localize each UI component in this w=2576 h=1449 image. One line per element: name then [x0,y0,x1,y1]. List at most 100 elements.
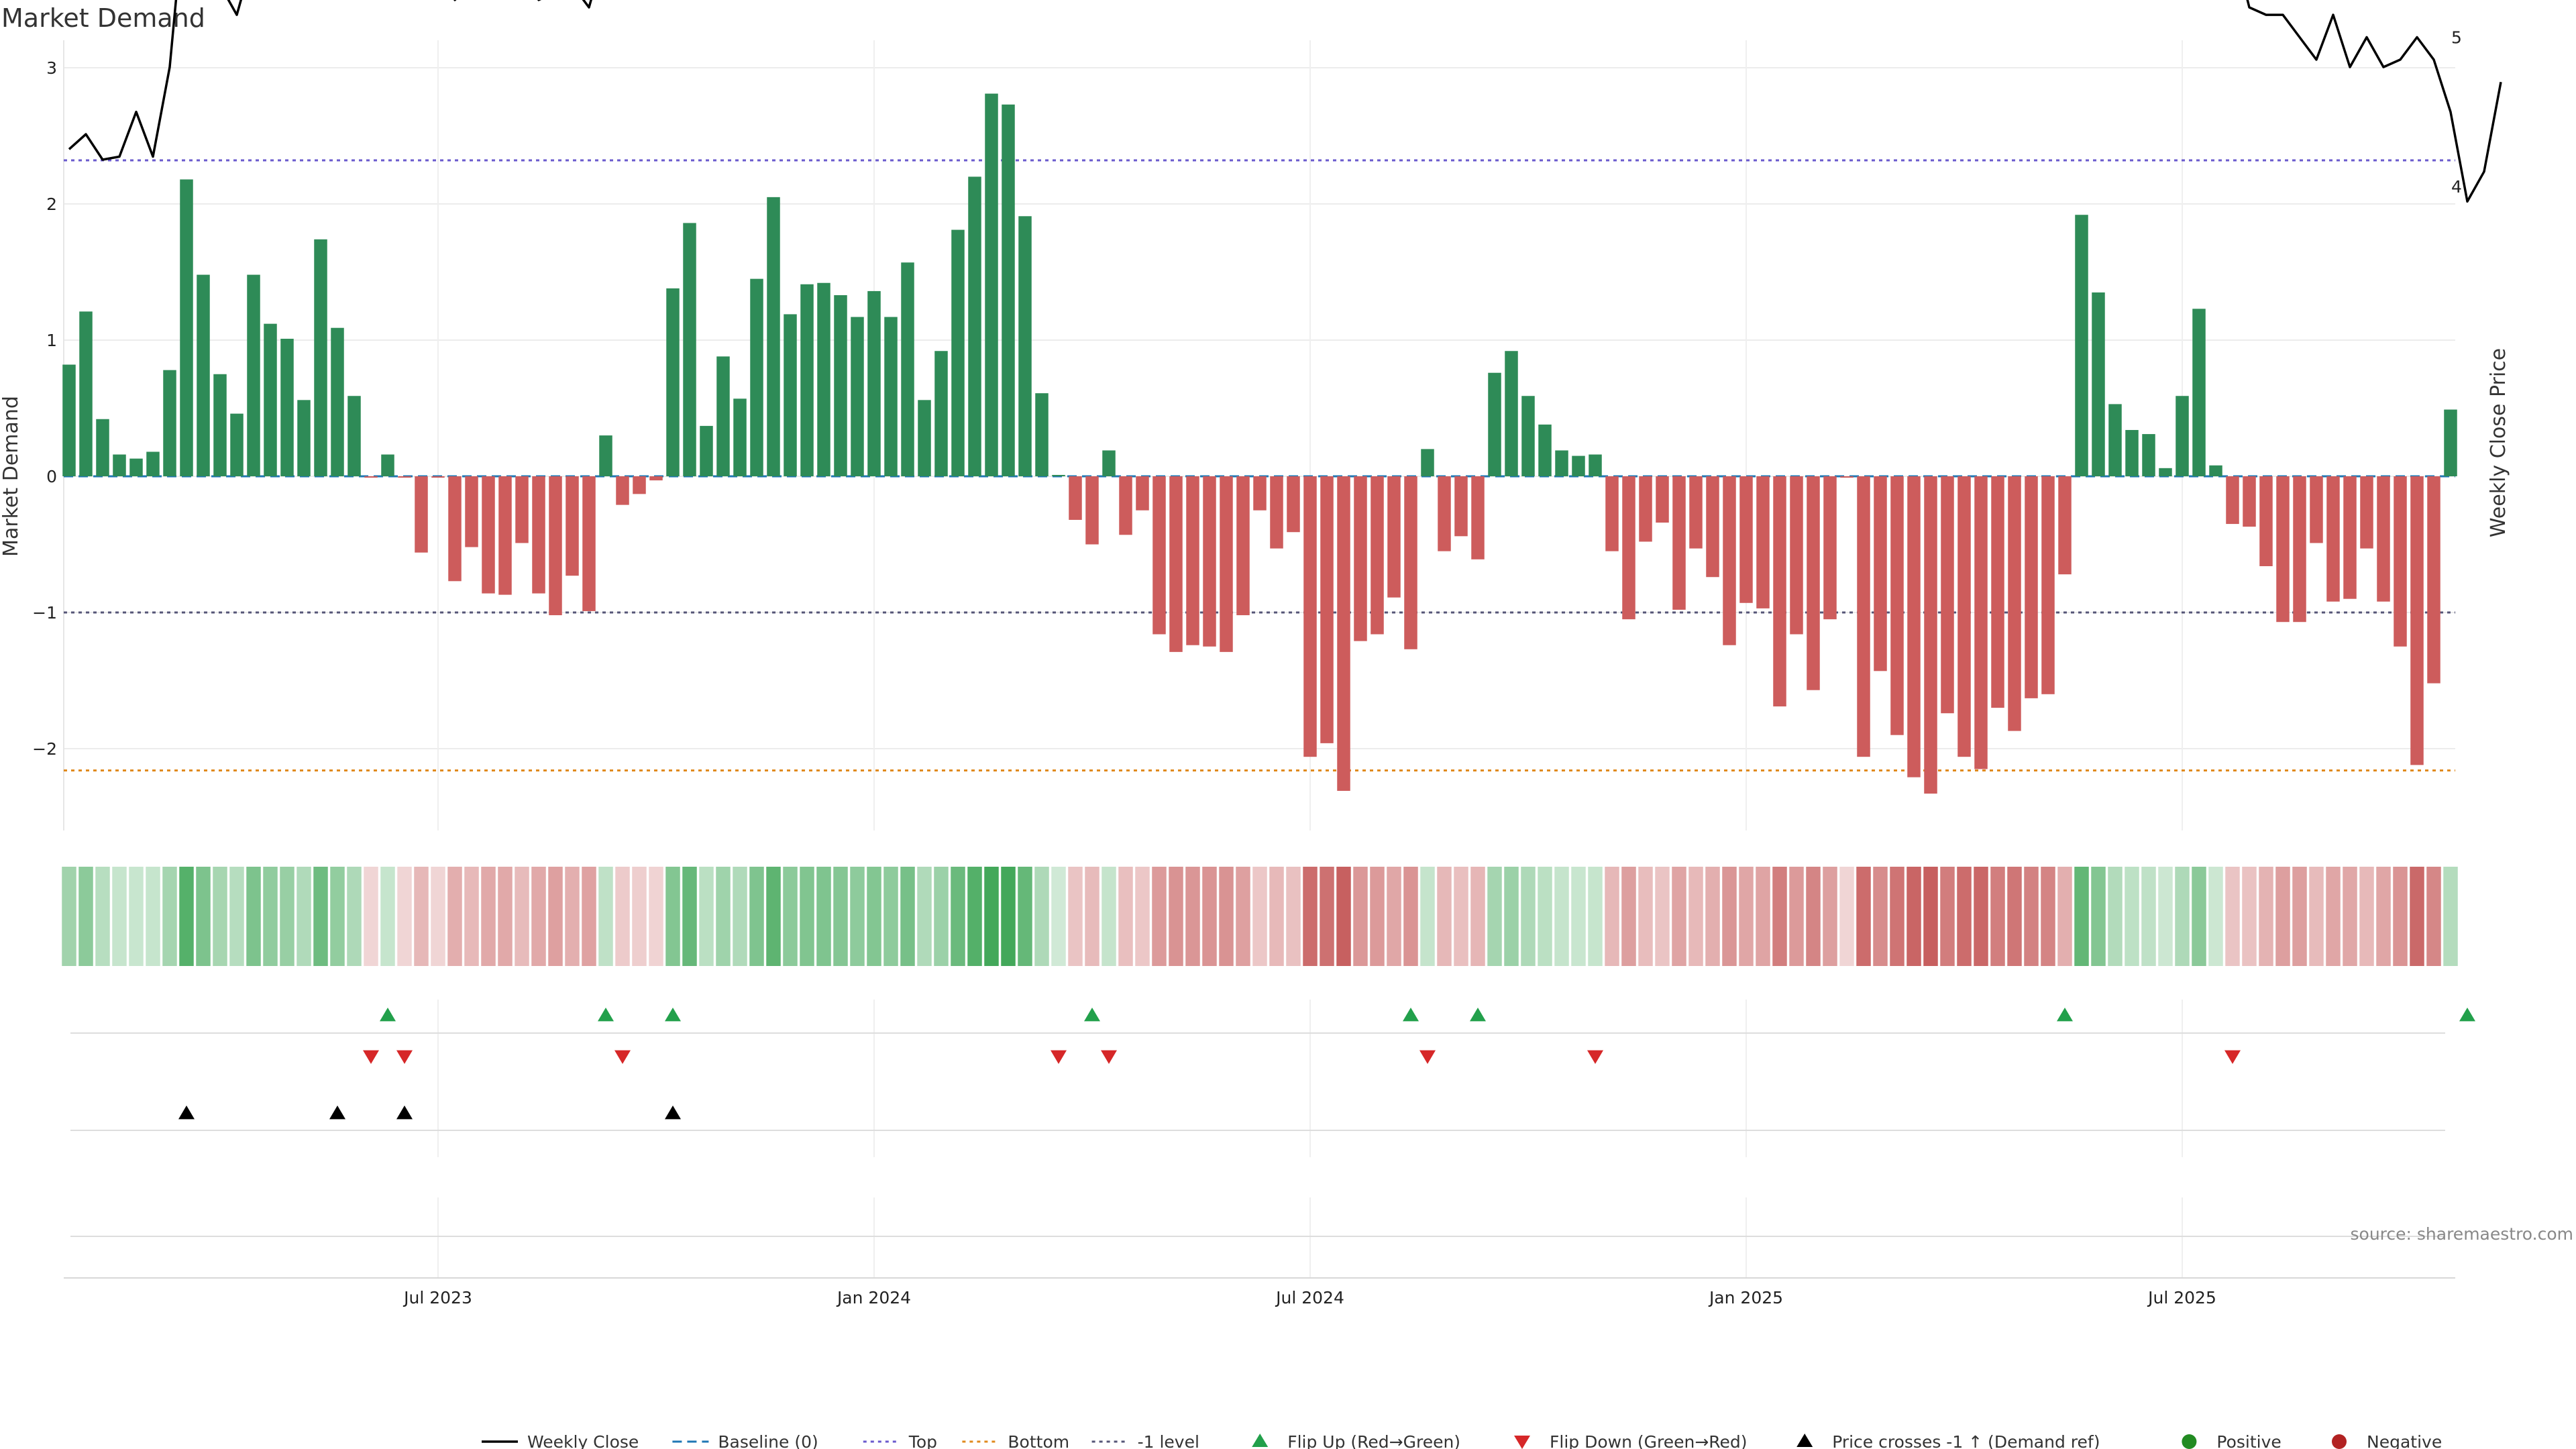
heat-cell [1739,867,1754,966]
demand-bar [146,451,160,476]
flip-up-marker [2459,1008,2475,1022]
demand-bar [1387,476,1401,598]
heat-cell [665,867,680,966]
demand-bar [180,179,193,476]
legend-item: -1 level [1091,1432,1199,1449]
flip-down-marker [2224,1050,2241,1064]
heat-cell [967,867,982,966]
flip-up-marker [598,1008,614,1022]
demand-bar [2125,429,2139,476]
demand-bar [1102,450,1116,476]
demand-bar [918,400,931,476]
heat-cell [800,867,814,966]
demand-bar [1203,476,1216,647]
legend-item: Flip Down (Green→Red) [1514,1432,1748,1449]
heat-cell [749,867,764,966]
heat-cell [1487,867,1502,966]
price-cross-marker [178,1106,195,1120]
demand-bar [364,476,378,478]
heat-cell [1621,867,1636,966]
heat-cell [2359,867,2374,966]
heat-cell [1353,867,1368,966]
demand-bar [616,476,629,505]
demand-bar [2092,292,2105,476]
heat-cell [1554,867,1569,966]
demand-bar [1890,476,1904,735]
demand-bar [1018,216,1032,476]
heat-cell [1370,867,1385,966]
heat-cell [464,867,479,966]
demand-bar [1438,476,1451,551]
heat-cell [1957,867,1972,966]
demand-bar [2410,476,2424,765]
y2-tick-label: 4 [2451,177,2462,197]
demand-bar [2025,476,2038,698]
demand-bar [2176,396,2189,476]
grid [63,40,2455,1278]
y-tick-label: −1 [32,603,57,623]
heat-cell [2007,867,2022,966]
demand-bar [1320,476,1334,743]
demand-bar [1907,476,1921,777]
weekly-close-line [68,0,2502,203]
demand-bar [96,419,109,476]
demand-bar [1555,450,1568,476]
heat-cell [582,867,596,966]
heat-cell [62,867,76,966]
heat-cell [1672,867,1686,966]
demand-bar [1371,476,1384,635]
heat-cell [1873,867,1888,966]
demand-bar [1974,476,1988,769]
demand-bar [851,317,864,476]
demand-bar [532,476,545,594]
signal-markers [64,1008,2475,1279]
heat-cell [1974,867,1988,966]
heat-cell [2141,867,2156,966]
heat-cell [2275,867,2290,966]
heat-cell [1638,867,1653,966]
heat-cell [112,867,127,966]
demand-bar [314,239,327,476]
heat-cell [2410,867,2424,966]
heat-cell [816,867,831,966]
demand-bar [381,454,394,476]
demand-bar [1505,351,1518,476]
demand-bar [1035,393,1049,476]
heat-cell [179,867,194,966]
heat-cell [347,867,362,966]
legend-swatch-dot [2332,1434,2347,1449]
demand-bar [1656,476,1669,523]
demand-bar [129,458,143,476]
heat-cell [682,867,697,966]
heat-cell [1320,867,1334,966]
demand-bar [2192,309,2206,476]
heat-cell [1219,867,1234,966]
demand-bar [1354,476,1367,641]
demand-bar [1991,476,2004,708]
demand-bar [1169,476,1183,652]
legend-label: Flip Up (Red→Green) [1287,1432,1460,1449]
demand-bar [582,476,596,611]
demand-bar [2326,476,2340,602]
demand-heat-strip [62,867,2458,966]
heat-cell [263,867,278,966]
y-axis-ticks: 3 2 1 0 −1 −2 [32,58,57,759]
heat-cell [1202,867,1217,966]
demand-bar [1672,476,1686,610]
heat-cell [2057,867,2072,966]
flip-down-marker [1419,1050,1436,1064]
legend-item: Flip Up (Red→Green) [1252,1432,1460,1449]
demand-bar [230,413,244,476]
demand-bar [1287,476,1300,533]
heat-cell [1118,867,1133,966]
legend-swatch-triangle-up [1796,1434,1813,1447]
heat-cell [2259,867,2273,966]
legend-item: Price crosses -1 ↑ (Demand ref) [1796,1432,2100,1449]
x-tick-label: Jul 2024 [1275,1288,1344,1307]
y-tick-label: 1 [46,331,57,350]
heat-cell [129,867,144,966]
demand-bar [1152,476,1166,635]
legend-item: Negative [2332,1432,2442,1449]
demand-bar [549,476,562,616]
